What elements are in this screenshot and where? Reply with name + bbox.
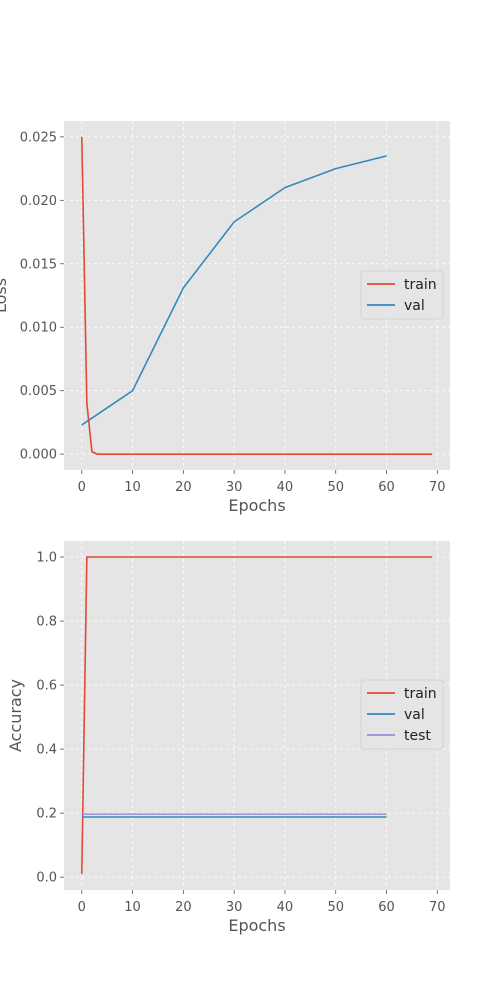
y-tick-label: 0.000 [20, 448, 57, 463]
y-tick-label: 0.8 [36, 615, 57, 630]
x-tick-label: 60 [378, 900, 395, 915]
x-tick-label: 10 [124, 480, 141, 495]
x-tick-label: 0 [78, 900, 86, 915]
legend-label-train: train [404, 686, 437, 702]
y-tick-label: 0.020 [20, 194, 57, 209]
x-tick-label: 40 [277, 480, 294, 495]
y-tick-label: 0.4 [36, 743, 57, 758]
series-line-val [81, 155, 387, 426]
y-tick-label: 0.005 [20, 384, 57, 399]
y-axis-label: Loss [0, 278, 10, 313]
x-tick-label: 70 [429, 900, 446, 915]
legend: train val test [360, 679, 444, 750]
legend-box [360, 270, 444, 320]
y-tick-label: 0.2 [36, 807, 57, 822]
series-line-train [80, 136, 433, 455]
legend-label-test: test [404, 728, 431, 744]
x-tick-label: 50 [327, 900, 344, 915]
y-tick-label: 0.6 [36, 679, 57, 694]
legend-label-val: val [404, 298, 425, 314]
x-tick-label: 50 [327, 480, 344, 495]
x-tick-label: 60 [378, 480, 395, 495]
legend-label-val: val [404, 707, 425, 723]
x-tick-label: 20 [175, 480, 192, 495]
legend: train val [360, 270, 444, 320]
x-tick-label: 10 [124, 900, 141, 915]
x-tick-label: 30 [226, 480, 243, 495]
y-tick-label: 0.0 [36, 871, 57, 886]
y-axis-label: Accuracy [6, 679, 25, 752]
legend-box [360, 679, 444, 750]
x-tick-label: 20 [175, 900, 192, 915]
x-axis-label: Epochs [228, 496, 285, 515]
y-tick-label: 0.015 [20, 257, 57, 272]
x-tick-label: 0 [78, 480, 86, 495]
y-tick-label: 0.010 [20, 321, 57, 336]
chart-panel-2: 0 10 20 30 40 50 60 70 0.0 0.2 0.4 0.6 0.8 1.0 Epochs A… [6, 541, 450, 935]
x-tick-label: 40 [277, 900, 294, 915]
y-tick-label: 0.025 [20, 130, 57, 145]
chart-panel-1: 0 10 20 30 40 50 60 70 0.000 0.005 0.010 0.015 0.020… [0, 121, 450, 515]
x-tick-label: 70 [429, 480, 446, 495]
x-tick-label: 30 [226, 900, 243, 915]
x-axis-label: Epochs [228, 916, 285, 935]
legend-label-train: train [404, 277, 437, 293]
series-line-train [80, 556, 433, 875]
y-tick-label: 1.0 [36, 551, 57, 566]
